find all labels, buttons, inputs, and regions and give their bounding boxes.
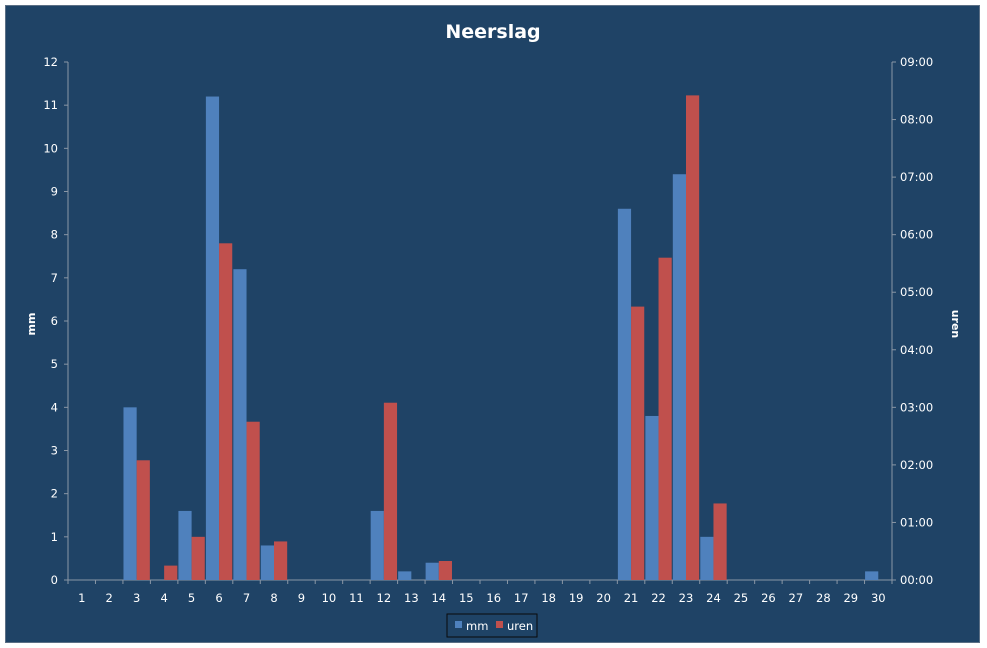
- x-tick-label: 5: [188, 591, 195, 605]
- y-tick-label: 5: [51, 357, 58, 371]
- chart-area: Neerslag 012345678910111200:0001:0002:00…: [25, 21, 962, 638]
- bar-uren: [658, 257, 672, 580]
- x-tick-label: 6: [215, 591, 222, 605]
- x-tick-label: 21: [624, 591, 639, 605]
- bar-mm: [260, 545, 274, 580]
- y2-tick-label: 00:00: [900, 573, 933, 587]
- plot-area: 012345678910111200:0001:0002:0003:0004:0…: [43, 55, 933, 605]
- x-tick-label: 1: [78, 591, 85, 605]
- x-tick-label: 4: [160, 591, 167, 605]
- x-tick-label: 15: [459, 591, 474, 605]
- y-tick-label: 9: [51, 185, 58, 199]
- x-tick-label: 26: [761, 591, 776, 605]
- bar-mm: [865, 571, 879, 580]
- y2-tick-label: 04:00: [900, 343, 933, 357]
- x-tick-label: 18: [541, 591, 556, 605]
- bar-mm: [425, 562, 439, 580]
- legend-swatch-mm: [455, 621, 462, 628]
- bar-uren: [219, 243, 233, 581]
- y-tick-label: 8: [51, 228, 58, 242]
- bar-uren: [686, 95, 700, 580]
- bar-uren: [438, 561, 452, 580]
- x-tick-label: 17: [514, 591, 529, 605]
- y-tick-label: 6: [51, 314, 58, 328]
- y2-tick-label: 09:00: [900, 55, 933, 69]
- y-tick-label: 12: [43, 55, 58, 69]
- x-tick-label: 24: [706, 591, 721, 605]
- chart-frame: Neerslag 0 1 2 3 4 5 6 7 8 9 10 11 12 00:00 01:00 02:00…: [5, 5, 980, 643]
- bar-uren: [713, 503, 727, 580]
- bar-mm: [617, 208, 632, 580]
- x-tick-label: 10: [322, 591, 337, 605]
- y-axis-title: mm: [25, 313, 38, 336]
- bar-mm: [178, 510, 192, 580]
- x-tick-label: 14: [431, 591, 446, 605]
- y2-tick-label: 01:00: [900, 515, 933, 529]
- y2-tick-label: 02:00: [900, 458, 933, 472]
- legend: mm uren: [446, 613, 538, 638]
- y2-tick-label: 03:00: [900, 400, 933, 414]
- x-tick-label: 19: [569, 591, 584, 605]
- bar-mm: [205, 96, 220, 581]
- bar-mm: [233, 269, 247, 580]
- x-tick-label: 27: [789, 591, 804, 605]
- x-tick-label: 28: [816, 591, 831, 605]
- bar-uren: [191, 536, 205, 580]
- x-tick-label: 12: [377, 591, 392, 605]
- x-tick-label: 30: [871, 591, 886, 605]
- x-tick-label: 8: [270, 591, 277, 605]
- bar-mm: [645, 415, 659, 580]
- x-tick-label: 22: [651, 591, 666, 605]
- x-tick-label: 16: [486, 591, 501, 605]
- bar-mm: [398, 571, 412, 580]
- bar-uren: [164, 565, 178, 580]
- legend-swatch-uren: [496, 621, 503, 628]
- y-tick-label: 0: [51, 573, 58, 587]
- bar-mm: [123, 407, 137, 580]
- x-tick-label: 23: [679, 591, 694, 605]
- x-tick-label: 11: [349, 591, 364, 605]
- x-tick-label: 9: [298, 591, 305, 605]
- y-tick-label: 3: [51, 444, 58, 458]
- bar-uren: [136, 460, 150, 580]
- y2-tick-label: 07:00: [900, 170, 933, 184]
- x-tick-label: 25: [734, 591, 749, 605]
- bar-uren: [274, 541, 288, 580]
- bar-uren: [383, 402, 398, 580]
- x-tick-label: 7: [243, 591, 250, 605]
- x-tick-label: 3: [133, 591, 140, 605]
- bar-mm: [672, 174, 686, 580]
- legend-box: [446, 613, 538, 638]
- x-tick-label: 20: [596, 591, 611, 605]
- y-tick-label: 1: [51, 530, 58, 544]
- x-tick-label: 2: [106, 591, 113, 605]
- legend-label-mm: mm: [466, 619, 488, 633]
- bar-mm: [700, 536, 714, 580]
- bar-mm: [370, 510, 384, 580]
- x-tick-label: 29: [843, 591, 858, 605]
- y2-tick-label: 05:00: [900, 285, 933, 299]
- y-tick-label: 10: [43, 141, 58, 155]
- y2-tick-label: 06:00: [900, 228, 933, 242]
- y-tick-label: 2: [51, 487, 58, 501]
- legend-label-uren: uren: [507, 619, 533, 633]
- x-tick-label: 13: [404, 591, 419, 605]
- y-tick-label: 11: [43, 98, 58, 112]
- bar-uren: [246, 421, 260, 580]
- chart-title: Neerslag: [445, 21, 540, 43]
- y2-axis-title: uren: [949, 310, 962, 339]
- y-tick-label: 4: [51, 400, 58, 414]
- y2-tick-label: 08:00: [900, 113, 933, 127]
- y-tick-label: 7: [51, 271, 58, 285]
- bar-uren: [631, 306, 645, 580]
